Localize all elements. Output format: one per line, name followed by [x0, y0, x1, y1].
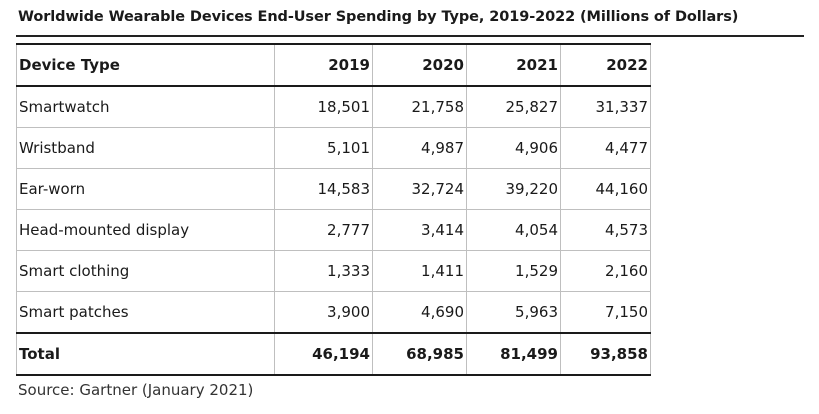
cell-2022: 4,477 — [560, 127, 651, 169]
cell-2019: 5,101 — [274, 127, 373, 169]
cell-2020: 32,724 — [372, 168, 467, 210]
cell-2022: 2,160 — [560, 250, 651, 292]
table-header-row: Device Type 2019 2020 2021 2022 — [16, 43, 651, 87]
total-2022: 93,858 — [560, 332, 651, 376]
cell-2020: 3,414 — [372, 209, 467, 251]
cell-2019: 1,333 — [274, 250, 373, 292]
cell-2021: 5,963 — [466, 291, 561, 334]
cell-2022: 7,150 — [560, 291, 651, 334]
cell-2022: 44,160 — [560, 168, 651, 210]
table-row-total: Total 46,194 68,985 81,499 93,858 — [16, 332, 651, 376]
cell-2021: 4,054 — [466, 209, 561, 251]
cell-2021: 39,220 — [466, 168, 561, 210]
table-row-smart-clothing: Smart clothing 1,333 1,411 1,529 2,160 — [16, 250, 651, 292]
cell-device-type: Smart clothing — [16, 250, 275, 292]
spending-table: Device Type 2019 2020 2021 2022 Smartwat… — [16, 43, 651, 376]
cell-2019: 3,900 — [274, 291, 373, 334]
total-label: Total — [16, 332, 275, 376]
table-row-wristband: Wristband 5,101 4,987 4,906 4,477 — [16, 127, 651, 169]
cell-device-type: Smart patches — [16, 291, 275, 334]
cell-device-type: Wristband — [16, 127, 275, 169]
source-note: Source: Gartner (January 2021) — [18, 381, 254, 399]
cell-2019: 2,777 — [274, 209, 373, 251]
cell-2022: 4,573 — [560, 209, 651, 251]
title-divider — [16, 35, 804, 37]
cell-2020: 1,411 — [372, 250, 467, 292]
table-row-ear-worn: Ear-worn 14,583 32,724 39,220 44,160 — [16, 168, 651, 210]
cell-2019: 18,501 — [274, 85, 373, 128]
header-year-2020: 2020 — [372, 43, 467, 87]
cell-2020: 4,690 — [372, 291, 467, 334]
cell-device-type: Ear-worn — [16, 168, 275, 210]
cell-2022: 31,337 — [560, 85, 651, 128]
header-device-type: Device Type — [16, 43, 275, 87]
total-2020: 68,985 — [372, 332, 467, 376]
cell-2019: 14,583 — [274, 168, 373, 210]
table-row-smart-patches: Smart patches 3,900 4,690 5,963 7,150 — [16, 291, 651, 334]
table-row-smartwatch: Smartwatch 18,501 21,758 25,827 31,337 — [16, 85, 651, 128]
cell-device-type: Head-mounted display — [16, 209, 275, 251]
total-2021: 81,499 — [466, 332, 561, 376]
table-title: Worldwide Wearable Devices End-User Spen… — [18, 9, 739, 25]
cell-device-type: Smartwatch — [16, 85, 275, 128]
cell-2021: 4,906 — [466, 127, 561, 169]
cell-2021: 1,529 — [466, 250, 561, 292]
table-row-head-mounted-display: Head-mounted display 2,777 3,414 4,054 4… — [16, 209, 651, 251]
header-year-2022: 2022 — [560, 43, 651, 87]
header-year-2021: 2021 — [466, 43, 561, 87]
total-2019: 46,194 — [274, 332, 373, 376]
cell-2020: 21,758 — [372, 85, 467, 128]
cell-2020: 4,987 — [372, 127, 467, 169]
cell-2021: 25,827 — [466, 85, 561, 128]
header-year-2019: 2019 — [274, 43, 373, 87]
